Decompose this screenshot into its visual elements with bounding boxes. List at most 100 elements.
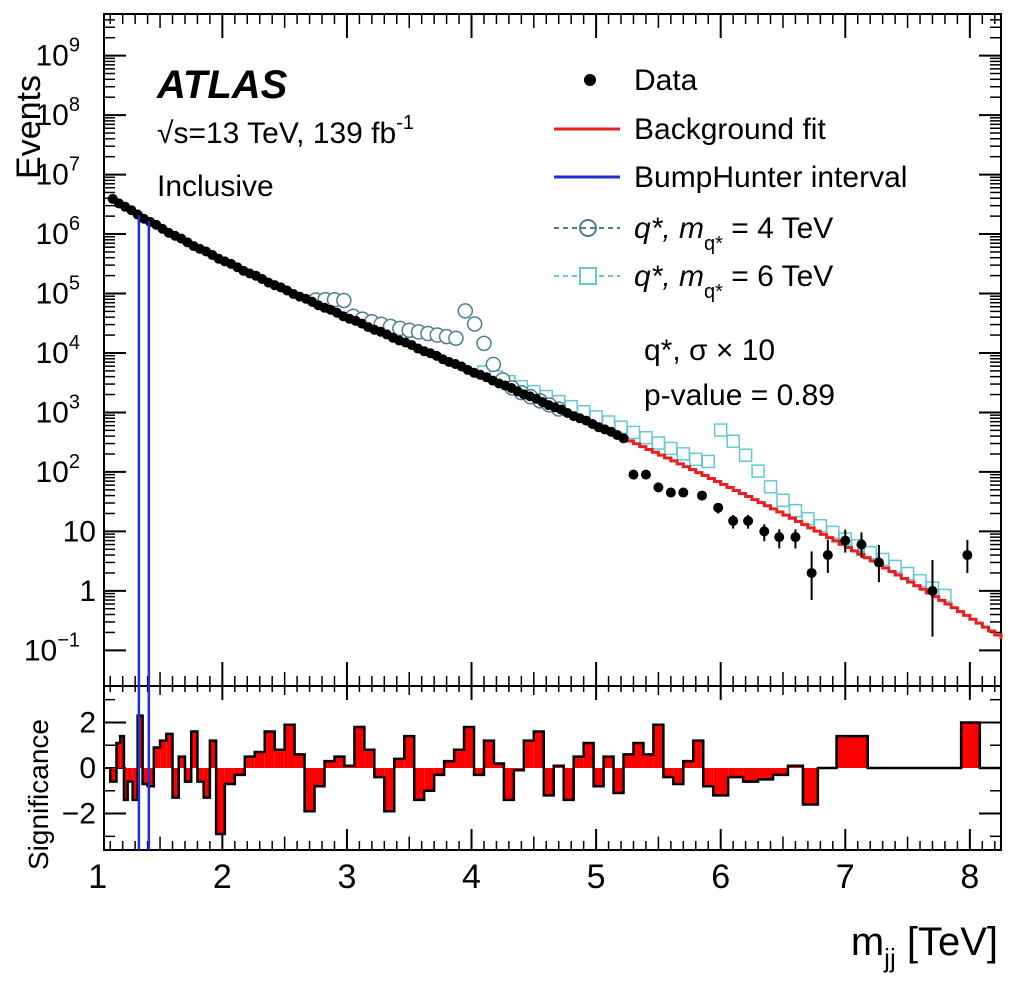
y-tick-label: 103 [36, 391, 81, 429]
y-tick-base: 10 [36, 99, 69, 132]
qstar-6tev-marker [713, 423, 728, 437]
significance-bar [683, 761, 694, 768]
ratio-tick-label: 0 [79, 752, 96, 785]
y-tick-base: 10 [36, 40, 69, 73]
significance-bar [653, 724, 664, 768]
y-tick-exponent: 3 [69, 391, 80, 413]
ratio-y-tick-labels: −2 0 2 [62, 706, 96, 830]
y-tick-label: 102 [36, 451, 81, 489]
significance-bar [234, 768, 245, 775]
significance-bar [244, 756, 255, 768]
qstar-4tev-marker [466, 316, 483, 332]
significance-bar [523, 740, 534, 768]
significance-bar [583, 742, 594, 768]
qstar-6tev-marker [751, 464, 765, 478]
y-tick-exponent: −1 [57, 629, 80, 651]
significance-bar [184, 768, 192, 782]
significance-bar [394, 758, 405, 768]
significance-bar [216, 768, 225, 835]
ratio-y-axis-title: Significance [23, 719, 54, 870]
significance-bar [209, 740, 217, 768]
qstar-6tev-marker [738, 448, 753, 463]
significance-bar [147, 768, 154, 787]
significance-bar [802, 768, 818, 805]
y-tick-exponent: 8 [69, 94, 80, 116]
y-tick-label: 104 [36, 332, 81, 370]
y-tick-base: 10 [36, 278, 69, 311]
significance-bar [254, 752, 265, 768]
significance-bar [503, 768, 514, 800]
x-tick-label: 2 [213, 858, 232, 896]
bumphunter-interval-lines-ratio [137, 686, 151, 850]
y-tick-base: 1 [79, 575, 96, 608]
significance-bar [166, 733, 173, 768]
significance-bar [197, 768, 204, 782]
significance-histogram [108, 714, 1001, 836]
legend-marker-data [584, 74, 596, 86]
legend-label-qs4: q*, mq* = 4 TeV [634, 212, 833, 255]
significance-bar [264, 731, 275, 768]
qstar-6tev-marker [651, 436, 666, 450]
significance-bar [713, 768, 729, 796]
pvalue-annotation: p-value = 0.89 [644, 379, 835, 412]
data-point [822, 550, 833, 561]
significance-bar [110, 768, 117, 782]
significance-bar [961, 722, 980, 768]
significance-bar [434, 768, 445, 775]
y-tick-exponent: 2 [69, 451, 80, 473]
significance-bar [142, 768, 148, 784]
significance-bar [693, 740, 704, 768]
y-tick-base: 10 [36, 159, 69, 192]
qstar-6tev-marker [664, 441, 678, 456]
significance-bar [773, 768, 788, 775]
qstar-6tev-marker [701, 454, 715, 469]
significance-bar [743, 768, 759, 782]
significance-bar [374, 768, 385, 778]
series-data [107, 193, 973, 637]
qstar-6tev-marker [639, 430, 653, 445]
legend: Data Background fit BumpHunter interval … [554, 64, 907, 303]
significance-bar [493, 763, 504, 768]
x-ticks [109, 14, 996, 850]
significance-bar [728, 768, 744, 778]
legend-marker-qs4 [579, 219, 597, 237]
significance-bar [593, 768, 604, 787]
ratio-tick-label: −2 [62, 798, 96, 831]
qstar-6tev-marker [801, 511, 815, 526]
x-tick-labels: 1 2 3 4 5 6 7 8 [88, 858, 979, 896]
significance-bar [178, 756, 185, 768]
data-point [806, 567, 817, 578]
significance-bar [474, 768, 484, 775]
y-tick-base: 10 [36, 218, 69, 251]
significance-bar [334, 756, 345, 768]
significance-bar [758, 768, 774, 780]
background-fit-curve [110, 197, 1003, 640]
y-tick-base: 10 [63, 515, 96, 548]
x-tick-label: 8 [960, 858, 979, 896]
data-point [927, 585, 938, 596]
qstar-6tev-marker [676, 447, 691, 461]
y-tick-label: 1 [79, 575, 96, 608]
significance-bar [533, 731, 544, 768]
y-tick-label: 108 [36, 94, 81, 132]
category-label: Inclusive [157, 170, 274, 203]
significance-bar [284, 724, 295, 768]
qstar-6tev-marker [788, 503, 803, 518]
significance-bar [573, 756, 584, 768]
data-point [873, 557, 884, 568]
y-tick-base: 10 [24, 634, 57, 667]
y-tick-exponent: 4 [69, 332, 80, 354]
qstar-4tev-marker [457, 303, 474, 319]
x-tick-label: 1 [88, 858, 107, 896]
x-tick-label: 4 [462, 858, 481, 896]
y-tick-label: 10 [63, 515, 96, 548]
significance-bar [414, 768, 425, 800]
y-tick-label: 107 [36, 154, 81, 192]
legend-label-fit: Background fit [634, 113, 826, 146]
series-background-fit [110, 197, 1003, 640]
qstar-4tev-marker [485, 356, 502, 373]
data-point [840, 535, 851, 546]
significance-bar [153, 747, 161, 768]
